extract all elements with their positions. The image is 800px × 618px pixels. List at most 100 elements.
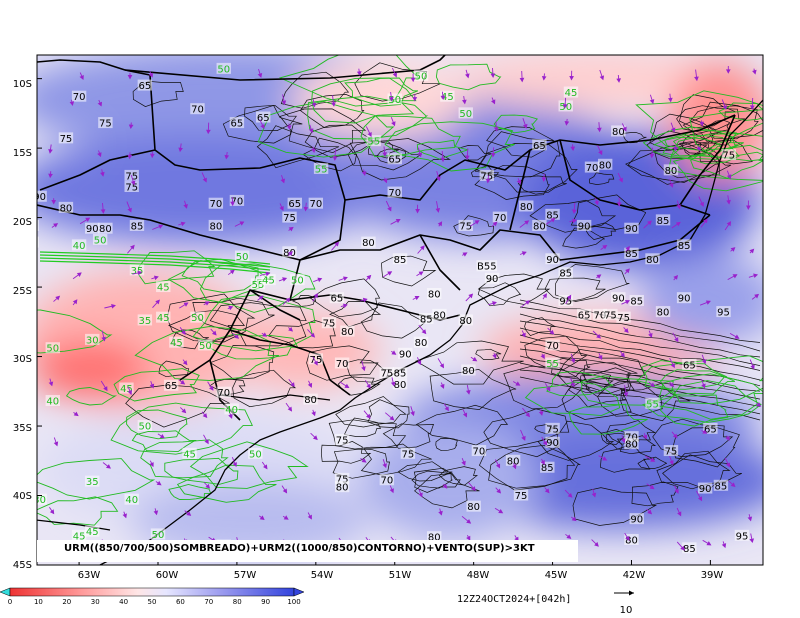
contour-label-bg	[413, 336, 429, 348]
contour-label-bg	[287, 197, 302, 209]
contour-label-bg	[532, 219, 547, 231]
contour-label-bg	[466, 500, 481, 512]
contour-label-bg	[387, 153, 402, 165]
contour-label: 90	[486, 274, 499, 285]
contour-label: 70	[388, 188, 401, 199]
contour-label-bg	[303, 393, 318, 405]
contour-label-bg	[545, 339, 560, 351]
contour-label: 90	[678, 294, 691, 305]
contour-label: 45	[73, 531, 86, 542]
contour-label-bg	[519, 200, 534, 212]
contour-label: 85	[657, 216, 670, 227]
contour-label-bg	[576, 308, 592, 320]
contour-label: 50	[94, 235, 107, 246]
contour-label: B55	[477, 262, 497, 273]
contour-label: 45	[157, 313, 170, 324]
contour-label: 45	[183, 449, 196, 460]
contour-label-bg	[379, 367, 395, 379]
contour-label-bg	[261, 274, 276, 286]
contour-label: 80	[60, 203, 73, 214]
contour-label: 70	[191, 105, 204, 116]
contour-label: 75	[309, 355, 322, 366]
contour-label: 35	[138, 316, 151, 327]
contour-label-bg	[540, 461, 555, 473]
contour-label: 80	[428, 290, 441, 301]
lat-label: 20S	[13, 217, 32, 228]
contour-label: 80	[625, 535, 638, 546]
lat-label: 15S	[13, 148, 32, 159]
contour-label: 65	[704, 424, 717, 435]
lon-label: 45W	[545, 570, 568, 581]
contour-label-bg	[676, 292, 692, 304]
contour-label-bg	[392, 378, 408, 390]
contour-label-bg	[37, 219, 39, 231]
lon-label: 42W	[623, 570, 646, 581]
colorbar-tick-label: 90	[261, 598, 270, 606]
colorbar-high-arrow	[293, 587, 305, 597]
contour-label: 80	[625, 440, 638, 451]
contour-label: 85	[625, 249, 638, 260]
contour-label-bg	[676, 239, 692, 251]
colorbar-tick-label: 80	[233, 598, 242, 606]
contour-label-bg	[119, 382, 134, 394]
contour-label-bg	[492, 211, 508, 223]
contour-label: 85	[25, 238, 38, 249]
contour-label: 85	[683, 544, 696, 555]
contour-label: 80	[507, 456, 520, 467]
colorbar-low-arrow	[0, 587, 11, 597]
contour-label-bg	[513, 489, 529, 501]
contour-label: 80	[533, 221, 546, 232]
contour-label-bg	[616, 311, 631, 323]
lat-label: 35S	[13, 423, 32, 434]
contour-label-bg	[458, 107, 473, 119]
contour-label-bg	[137, 79, 153, 91]
contour-label: 75	[617, 313, 630, 324]
contour-label-bg	[716, 306, 731, 318]
reference-vector: 10	[614, 590, 634, 616]
contour-label: 70	[594, 310, 607, 321]
contour-label-bg	[182, 447, 197, 459]
contour-label-bg	[426, 288, 442, 300]
contour-label-bg	[308, 353, 324, 365]
contour-label-bg	[471, 445, 487, 457]
colorbar: 0 10 20 30 40 50 60 70 80 90 100	[0, 587, 305, 606]
contour-label-bg	[85, 475, 100, 487]
contour-label: 90	[578, 221, 591, 232]
contour-label-bg	[282, 211, 297, 223]
contour-label-bg	[361, 236, 376, 248]
contour-label: 80	[467, 502, 480, 513]
contour-label-bg	[124, 493, 139, 505]
contour-label-bg	[190, 103, 205, 115]
contour-label-bg	[484, 272, 500, 284]
contour-label: 50	[388, 95, 401, 106]
contour-label-bg	[545, 208, 560, 220]
contour-label: 70	[380, 476, 393, 487]
contour-label-bg	[682, 358, 697, 370]
contour-label-bg	[563, 86, 579, 98]
contour-label-bg	[208, 219, 224, 231]
forecast-timestamp: 12Z24OCT2024+[042h]	[457, 594, 571, 605]
contour-label: 90	[699, 484, 712, 495]
lat-label: 40S	[13, 491, 32, 502]
contour-label-bg	[663, 445, 679, 457]
contour-label: 45	[441, 92, 454, 103]
contour-label: 85	[394, 255, 407, 266]
contour-label: 85	[715, 481, 728, 492]
contour-label-bg	[697, 482, 713, 494]
contour-label: 75	[323, 319, 336, 330]
contour-label: 55	[646, 399, 659, 410]
contour-label: 50	[217, 64, 230, 75]
lat-label: 45S	[13, 560, 32, 571]
contour-label-bg	[655, 214, 671, 226]
contour-label: 80	[612, 127, 625, 138]
contour-label-bg	[603, 308, 618, 320]
contour-label-bg	[432, 308, 447, 320]
contour-label: 75	[380, 369, 393, 380]
contour-label: 90	[625, 224, 638, 235]
contour-label: 80	[428, 533, 441, 544]
contour-label: 70	[217, 388, 230, 399]
contour-label: 45	[565, 88, 578, 99]
contour-label: 75	[515, 491, 528, 502]
contour-label-bg	[321, 317, 337, 329]
